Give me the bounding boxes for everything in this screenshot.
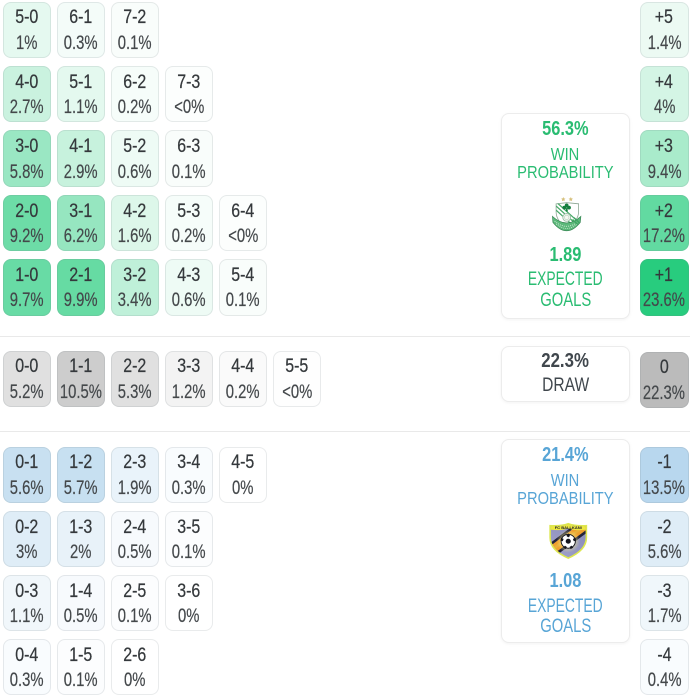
svg-text:FC BALLKANI: FC BALLKANI (555, 525, 582, 530)
